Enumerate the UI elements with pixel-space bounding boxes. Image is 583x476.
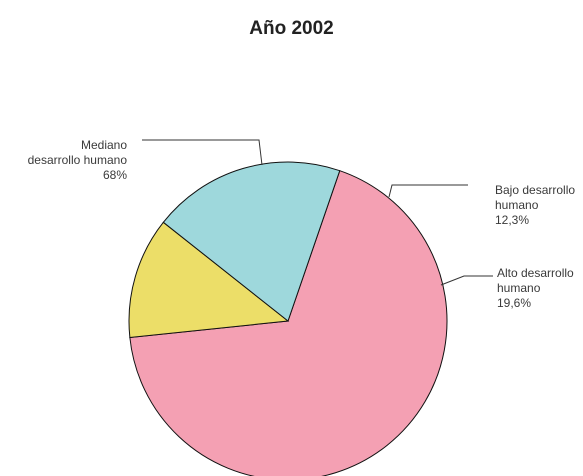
slice-value-label: 19,6% (497, 296, 532, 310)
slice-value-label: 12,3% (495, 213, 530, 227)
slice-label-mediano: Mediano desarrollo humano 68% (28, 138, 127, 183)
leader-line-alto (440, 275, 493, 286)
pie-slice-bajo (128, 221, 290, 339)
pie-slice-mediano (129, 170, 448, 476)
slice-label-line: Mediano (80, 138, 127, 152)
slice-label-bajo: Bajo desarrollo humano 12,3% (495, 183, 575, 228)
slice-label-line: humano (495, 198, 539, 212)
slice-value-label: 68% (102, 168, 127, 182)
leader-line-bajo (388, 184, 468, 198)
slice-label-line: Bajo desarrollo (495, 183, 576, 197)
slice-label-alto: Alto desarrollo humano 19,6% (497, 266, 574, 311)
slice-label-line: Alto desarrollo (497, 266, 574, 280)
slice-label-line: humano (497, 281, 541, 295)
leader-line-mediano (142, 139, 263, 166)
pie-slice-alto (162, 161, 341, 322)
chart-title: Año 2002 (249, 18, 334, 39)
slice-label-line: desarrollo humano (27, 153, 127, 167)
